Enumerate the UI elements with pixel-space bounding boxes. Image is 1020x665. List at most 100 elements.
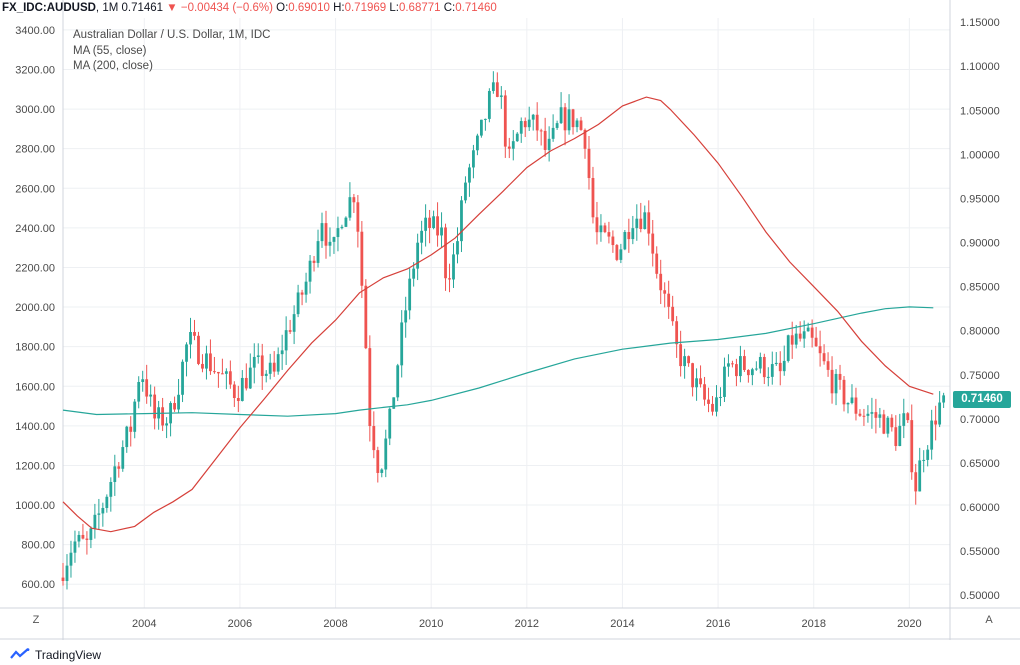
candle-down[interactable] [595, 217, 599, 233]
candle-down[interactable] [213, 371, 216, 373]
candle-up[interactable] [224, 371, 228, 374]
candle-up[interactable] [547, 138, 551, 150]
candle-up[interactable] [248, 367, 252, 389]
candle-down[interactable] [814, 337, 818, 347]
candle-up[interactable] [97, 513, 101, 515]
legend-ma55[interactable]: MA (55, close) [73, 44, 147, 57]
candle-down[interactable] [201, 363, 204, 369]
candle-up[interactable] [348, 197, 352, 218]
candle-down[interactable] [667, 293, 671, 307]
candle-up[interactable] [440, 227, 443, 236]
candle-down[interactable] [428, 217, 431, 229]
candle-down[interactable] [611, 236, 615, 246]
candle-down[interactable] [711, 403, 714, 412]
candle-down[interactable] [691, 363, 694, 388]
candle-down[interactable] [173, 403, 176, 410]
candle-down[interactable] [703, 384, 706, 400]
candle-down[interactable] [197, 335, 200, 364]
candle-up[interactable] [456, 241, 459, 255]
candle-down[interactable] [655, 253, 659, 274]
candle-up[interactable] [332, 237, 336, 242]
candle-down[interactable] [647, 212, 651, 234]
candle-down[interactable] [671, 306, 675, 322]
candle-up[interactable] [121, 447, 125, 469]
candle-up[interactable] [870, 412, 874, 414]
candle-up[interactable] [404, 310, 408, 323]
candle-up[interactable] [918, 460, 922, 492]
candle-up[interactable] [487, 90, 491, 119]
candle-up[interactable] [328, 241, 332, 246]
candle-down[interactable] [798, 333, 802, 339]
candle-up[interactable] [555, 123, 559, 128]
candle-up[interactable] [141, 379, 145, 382]
candle-down[interactable] [615, 245, 619, 260]
candle-down[interactable] [153, 394, 157, 419]
candle-up[interactable] [551, 127, 555, 139]
candle-up[interactable] [109, 482, 113, 497]
candle-down[interactable] [910, 420, 914, 473]
candle-up[interactable] [802, 331, 806, 339]
candle-down[interactable] [376, 450, 380, 473]
legend-ma200[interactable]: MA (200, close) [73, 60, 153, 72]
candle-down[interactable] [300, 292, 304, 295]
ma200-line[interactable] [62, 306, 934, 417]
candle-up[interactable] [400, 322, 404, 366]
candle-down[interactable] [368, 348, 372, 427]
candle-up[interactable] [938, 402, 942, 425]
candle-up[interactable] [292, 314, 296, 332]
candle-down[interactable] [117, 466, 121, 469]
candle-up[interactable] [766, 376, 770, 378]
candle-down[interactable] [209, 353, 212, 372]
candle-down[interactable] [543, 130, 547, 150]
candle-down[interactable] [220, 373, 224, 375]
candle-down[interactable] [591, 178, 595, 218]
candle-down[interactable] [830, 369, 834, 394]
candle-down[interactable] [735, 364, 738, 377]
candle-up[interactable] [432, 216, 435, 229]
candle-up[interactable] [384, 438, 388, 470]
candle-up[interactable] [515, 133, 519, 142]
candle-up[interactable] [65, 565, 69, 582]
candle-up[interactable] [165, 423, 169, 426]
candle-up[interactable] [268, 362, 272, 374]
candle-up[interactable] [527, 119, 531, 128]
candle-up[interactable] [491, 82, 495, 91]
candle-down[interactable] [356, 202, 360, 232]
candle-down[interactable] [145, 379, 149, 397]
candle-down[interactable] [607, 232, 611, 237]
candle-down[interactable] [161, 407, 165, 426]
candle-up[interactable] [308, 260, 312, 282]
candle-down[interactable] [826, 361, 830, 370]
left-scale-toggle[interactable]: Z [32, 614, 40, 626]
candle-down[interactable] [571, 109, 575, 128]
candle-down[interactable] [603, 225, 607, 233]
candle-up[interactable] [101, 507, 105, 514]
candle-up[interactable] [567, 109, 571, 131]
candle-down[interactable] [352, 197, 356, 203]
candle-down[interactable] [535, 114, 539, 131]
candle-up[interactable] [739, 356, 742, 377]
candle-down[interactable] [539, 130, 543, 132]
candle-up[interactable] [770, 364, 774, 377]
candle-up[interactable] [635, 218, 639, 229]
candle-up[interactable] [930, 420, 934, 450]
candle-up[interactable] [149, 394, 153, 397]
candle-down[interactable] [914, 472, 918, 492]
candle-up[interactable] [866, 413, 870, 416]
candle-up[interactable] [715, 397, 718, 412]
candle-down[interactable] [890, 417, 894, 428]
candle-down[interactable] [448, 278, 451, 280]
candle-down[interactable] [364, 285, 368, 349]
candle-up[interactable] [93, 514, 97, 529]
candle-up[interactable] [240, 377, 244, 401]
candle-down[interactable] [934, 420, 938, 425]
candle-down[interactable] [288, 330, 292, 332]
candle-up[interactable] [754, 368, 758, 370]
candle-down[interactable] [312, 260, 316, 263]
candle-down[interactable] [854, 397, 858, 414]
candle-up[interactable] [340, 226, 344, 229]
candle-up[interactable] [511, 141, 515, 149]
candle-up[interactable] [280, 350, 284, 355]
candle-up[interactable] [181, 361, 184, 395]
candle-up[interactable] [380, 469, 384, 473]
